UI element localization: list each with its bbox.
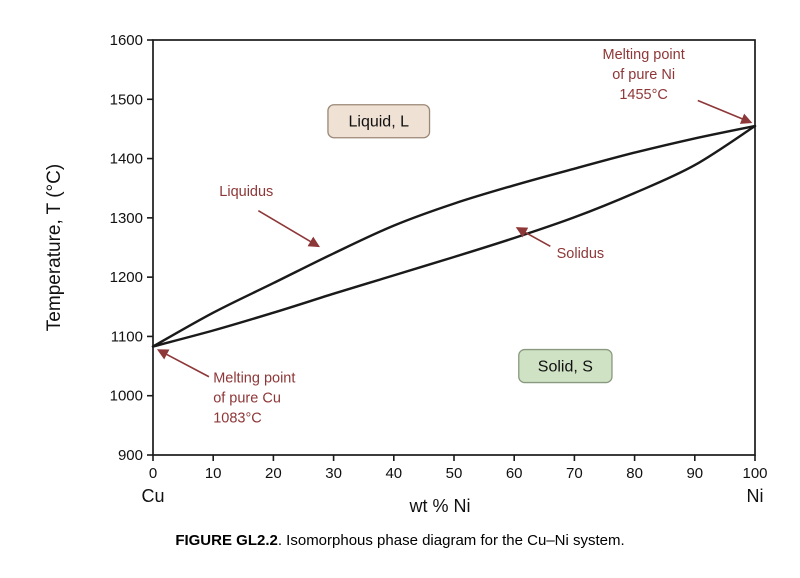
- x-tick-label: 90: [686, 465, 703, 482]
- x-tick-label: 20: [265, 465, 282, 482]
- melting-point-cu-arrow: [156, 349, 210, 378]
- liquid-region-label: Liquid, L: [349, 114, 410, 131]
- liquidus-label-text: Liquidus: [219, 184, 273, 200]
- liquid-region-box: [327, 104, 431, 139]
- x-tick-label: 30: [325, 465, 342, 482]
- solidus-label-arrow: [515, 227, 551, 248]
- x-end-label-ni: Ni: [747, 486, 764, 506]
- y-axis-label: Temperature, T (°C): [44, 164, 65, 331]
- y-tick-label: 1300: [110, 210, 143, 227]
- solid-region-box: [518, 348, 613, 384]
- y-tick-label: 1600: [110, 32, 143, 49]
- melting-point-ni-text: 1455°C: [619, 87, 668, 103]
- solidus-curve: [151, 124, 757, 348]
- x-tick-label: 10: [205, 465, 222, 482]
- melting-point-cu-text: Melting point: [213, 371, 295, 387]
- solid-region-label: Solid, S: [538, 359, 593, 376]
- x-tick-label: 100: [742, 465, 767, 482]
- melting-point-ni-arrow: [697, 99, 753, 124]
- x-axis-label: wt % Ni: [408, 496, 470, 516]
- x-end-label-cu: Cu: [141, 486, 164, 506]
- x-tick-label: 70: [566, 465, 583, 482]
- y-tick-label: 1000: [110, 388, 143, 405]
- figure-caption-text: . Isomorphous phase diagram for the Cu–N…: [277, 532, 625, 549]
- phase-diagram-chart: 900 1000 1100 1200 1300 1400 1500 1600 0 10 20 30 40…: [44, 32, 768, 516]
- melting-point-ni-text: of pure Ni: [612, 67, 675, 83]
- x-tick-label: 50: [446, 465, 463, 482]
- melting-point-cu-text: of pure Cu: [213, 391, 281, 407]
- melting-point-ni-text: Melting point: [603, 47, 685, 63]
- liquidus-label-arrow: [257, 210, 320, 248]
- figure-caption: FIGURE GL2.2. Isomorphous phase diagram …: [0, 532, 800, 549]
- melting-point-cu-text: 1083°C: [213, 411, 262, 427]
- y-tick-label: 1400: [110, 151, 143, 168]
- y-tick-label: 1200: [110, 269, 143, 286]
- liquidus-curve: [151, 124, 757, 348]
- solidus-label-text: Solidus: [557, 246, 605, 262]
- y-tick-label: 1500: [110, 91, 143, 108]
- figure-label: FIGURE GL2.2: [175, 532, 278, 549]
- y-tick-label: 1100: [111, 328, 143, 345]
- x-tick-label: 0: [149, 465, 157, 482]
- x-tick-label: 40: [385, 465, 402, 482]
- x-tick-label: 80: [626, 465, 643, 482]
- y-tick-label: 900: [118, 447, 143, 464]
- x-tick-label: 60: [506, 465, 523, 482]
